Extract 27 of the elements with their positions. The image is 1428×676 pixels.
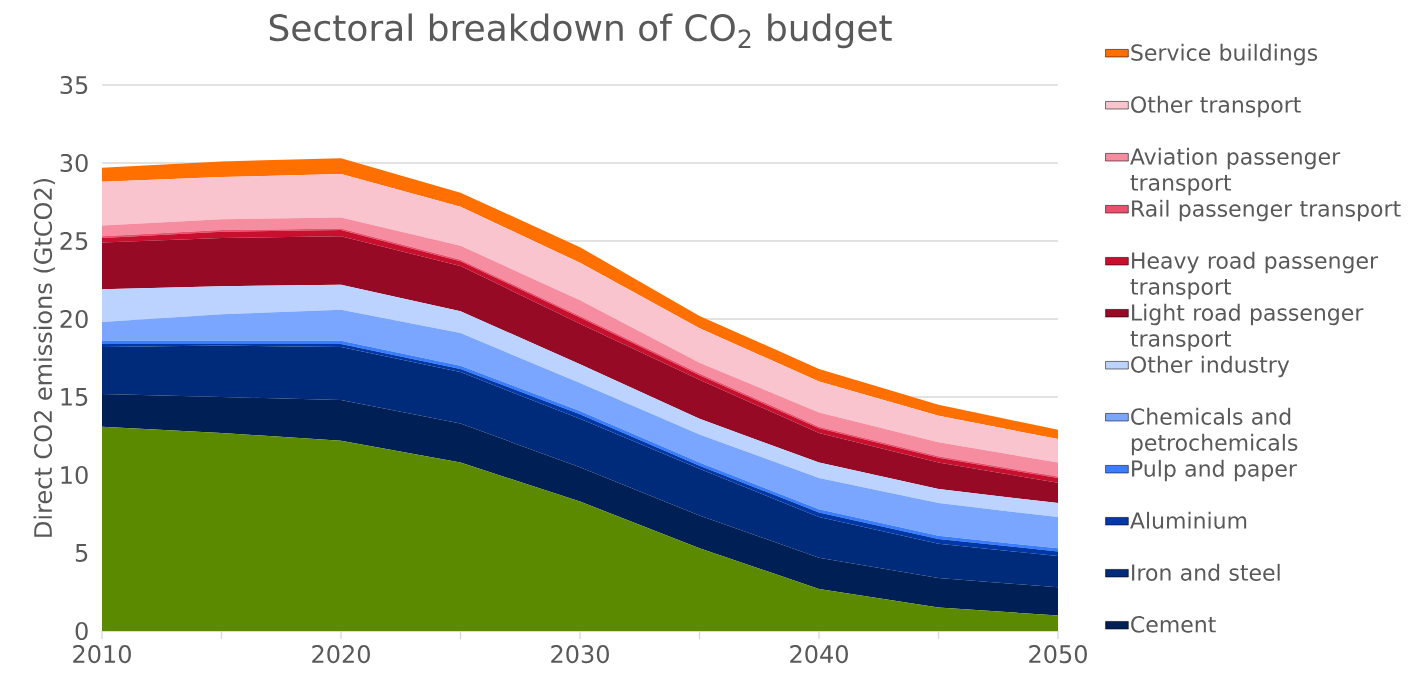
legend-label: Heavy road passenger transport bbox=[1130, 251, 1379, 300]
y-tick-label: 10 bbox=[61, 465, 88, 485]
legend-label: Chemicals and petrochemicals bbox=[1131, 407, 1298, 456]
legend-label: Iron and steel bbox=[1132, 563, 1280, 581]
chart-title: Sectoral breakdown of CO$_{2}$ budget bbox=[269, 13, 892, 49]
legend-label: Cement bbox=[1131, 616, 1216, 633]
x-tick-label: 2020 bbox=[312, 645, 370, 664]
y-tick-label: 35 bbox=[60, 75, 88, 95]
legend-label: Pulp and paper bbox=[1132, 459, 1297, 482]
x-tick-label: 2030 bbox=[551, 645, 609, 664]
y-tick-label: 0 bbox=[75, 621, 88, 641]
y-tick-label: 25 bbox=[60, 231, 88, 251]
legend-label: Light road passenger transport bbox=[1130, 303, 1364, 352]
x-tick-label: 2050 bbox=[1029, 645, 1087, 664]
legend-label: Aluminium bbox=[1130, 511, 1247, 529]
y-axis-title: Direct CO2 emissions (GtCO2) bbox=[33, 179, 55, 537]
legend-label: Service buildings bbox=[1131, 43, 1318, 66]
y-tick-label: 20 bbox=[60, 309, 88, 329]
x-tick-label: 2040 bbox=[790, 645, 848, 664]
legend-label: Aviation passenger transport bbox=[1130, 147, 1341, 196]
y-tick-label: 5 bbox=[75, 544, 88, 562]
y-tick-label: 15 bbox=[61, 388, 88, 406]
legend-label: Other transport bbox=[1131, 95, 1301, 118]
legend-label: Other industry bbox=[1131, 355, 1290, 378]
x-tick-label: 2010 bbox=[73, 645, 131, 664]
y-tick-label: 30 bbox=[60, 153, 88, 173]
legend-label: Rail passenger transport bbox=[1132, 199, 1401, 222]
